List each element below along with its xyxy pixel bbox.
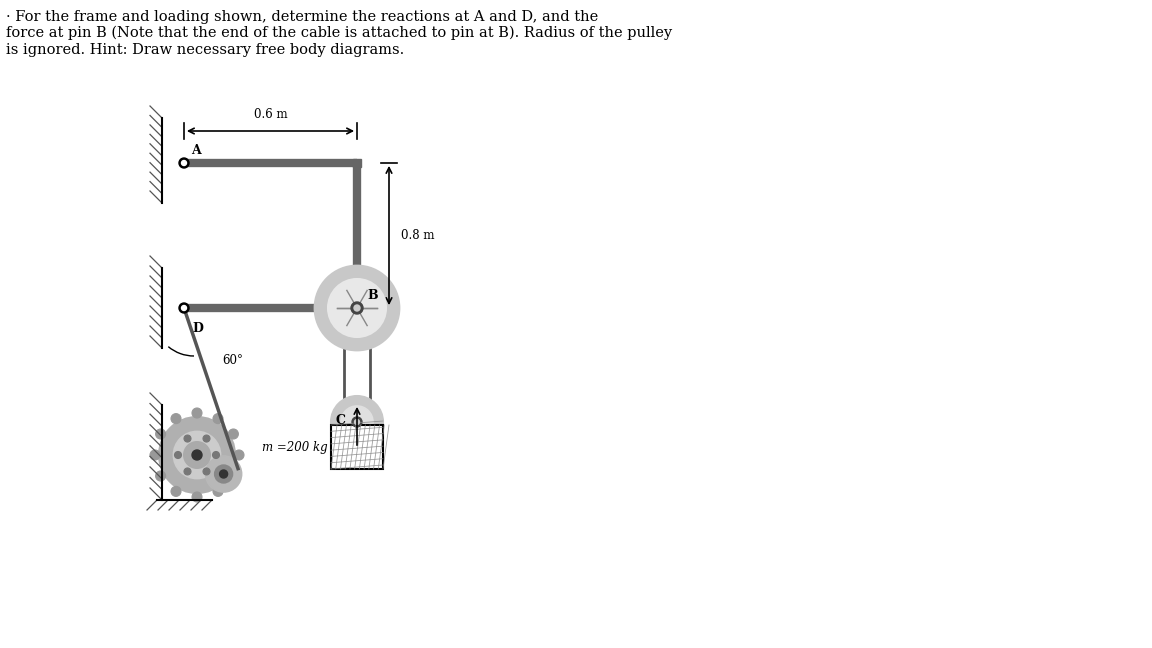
Text: 0.6 m: 0.6 m (253, 108, 287, 121)
Circle shape (213, 413, 223, 424)
Circle shape (182, 305, 187, 310)
Circle shape (182, 161, 187, 165)
Text: A: A (191, 144, 200, 157)
Circle shape (203, 435, 210, 442)
Text: 0.8 m: 0.8 m (401, 229, 434, 242)
Circle shape (179, 303, 189, 313)
Circle shape (156, 471, 166, 481)
Circle shape (331, 396, 382, 448)
Circle shape (214, 465, 233, 483)
Circle shape (150, 450, 160, 460)
Circle shape (212, 452, 220, 459)
Circle shape (156, 429, 166, 439)
Circle shape (170, 413, 181, 424)
Text: 60°: 60° (222, 354, 243, 367)
Circle shape (170, 487, 181, 496)
Circle shape (228, 429, 238, 439)
Circle shape (203, 468, 210, 475)
Circle shape (351, 302, 363, 314)
Circle shape (228, 471, 238, 481)
Text: D: D (192, 322, 203, 335)
Circle shape (205, 456, 242, 492)
Text: B: B (367, 289, 378, 302)
Circle shape (353, 417, 362, 427)
Text: C: C (335, 413, 344, 426)
Circle shape (159, 417, 235, 493)
Circle shape (184, 435, 191, 442)
Circle shape (341, 406, 373, 438)
Circle shape (213, 487, 223, 496)
Text: · For the frame and loading shown, determine the reactions at A and D, and the
f: · For the frame and loading shown, deter… (6, 10, 672, 56)
Text: m =200 kg: m =200 kg (263, 441, 328, 454)
Circle shape (354, 305, 359, 311)
Circle shape (174, 432, 220, 479)
Circle shape (174, 452, 182, 459)
Circle shape (192, 450, 202, 460)
Circle shape (192, 408, 202, 418)
Circle shape (234, 450, 244, 460)
Circle shape (179, 158, 189, 168)
Circle shape (184, 468, 191, 475)
Circle shape (355, 419, 359, 424)
Circle shape (314, 266, 399, 350)
Circle shape (328, 279, 386, 337)
Bar (331, 425, 382, 469)
Circle shape (192, 492, 202, 502)
Circle shape (220, 470, 228, 478)
Circle shape (183, 442, 211, 469)
